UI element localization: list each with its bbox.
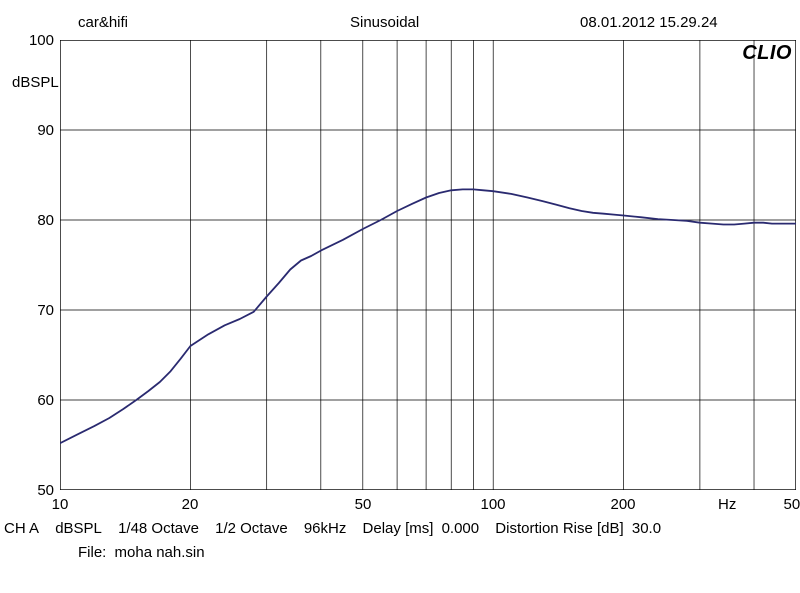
chart-svg	[60, 40, 796, 490]
xtick-10: 10	[52, 496, 69, 513]
xtick-500: 500	[783, 496, 800, 513]
header-bar: car&hifi Sinusoidal 08.01.2012 15.29.24	[0, 14, 800, 38]
footer-srate: 96kHz	[304, 520, 347, 537]
footer-res1: 1/48 Octave	[118, 520, 199, 537]
footer-file-value: moha nah.sin	[115, 544, 205, 561]
footer-line-1: CH A dBSPL 1/48 Octave 1/2 Octave 96kHz …	[0, 520, 800, 537]
header-right: 08.01.2012 15.29.24	[580, 14, 718, 31]
footer-res2: 1/2 Octave	[215, 520, 288, 537]
footer-line-2: File: moha nah.sin	[78, 544, 205, 561]
footer-file-label: File:	[78, 544, 106, 561]
clio-measurement-window: car&hifi Sinusoidal 08.01.2012 15.29.24 …	[0, 0, 800, 593]
xtick-50: 50	[355, 496, 372, 513]
footer-delay-label: Delay [ms]	[363, 520, 434, 537]
ytick-90: 90	[10, 122, 54, 139]
ytick-100: 100	[10, 32, 54, 49]
ytick-70: 70	[10, 302, 54, 319]
header-center: Sinusoidal	[350, 14, 419, 31]
xtick-20: 20	[182, 496, 199, 513]
ytick-50: 50	[10, 482, 54, 499]
footer-delay-val: 0.000	[442, 520, 480, 537]
footer-dist-val: 30.0	[632, 520, 661, 537]
footer-unit: dBSPL	[55, 520, 102, 537]
header-left: car&hifi	[78, 14, 128, 31]
chart-plot-area	[60, 40, 796, 490]
ytick-60: 60	[10, 392, 54, 409]
xtick-200: 200	[610, 496, 635, 513]
xtick-100: 100	[480, 496, 505, 513]
ytick-80: 80	[10, 212, 54, 229]
x-axis-unit: Hz	[718, 496, 736, 513]
brand-logo: CLIO	[742, 42, 792, 65]
footer-dist-label: Distortion Rise [dB]	[495, 520, 623, 537]
footer-channel: CH A	[4, 520, 39, 537]
y-axis-unit: dBSPL	[12, 74, 59, 91]
